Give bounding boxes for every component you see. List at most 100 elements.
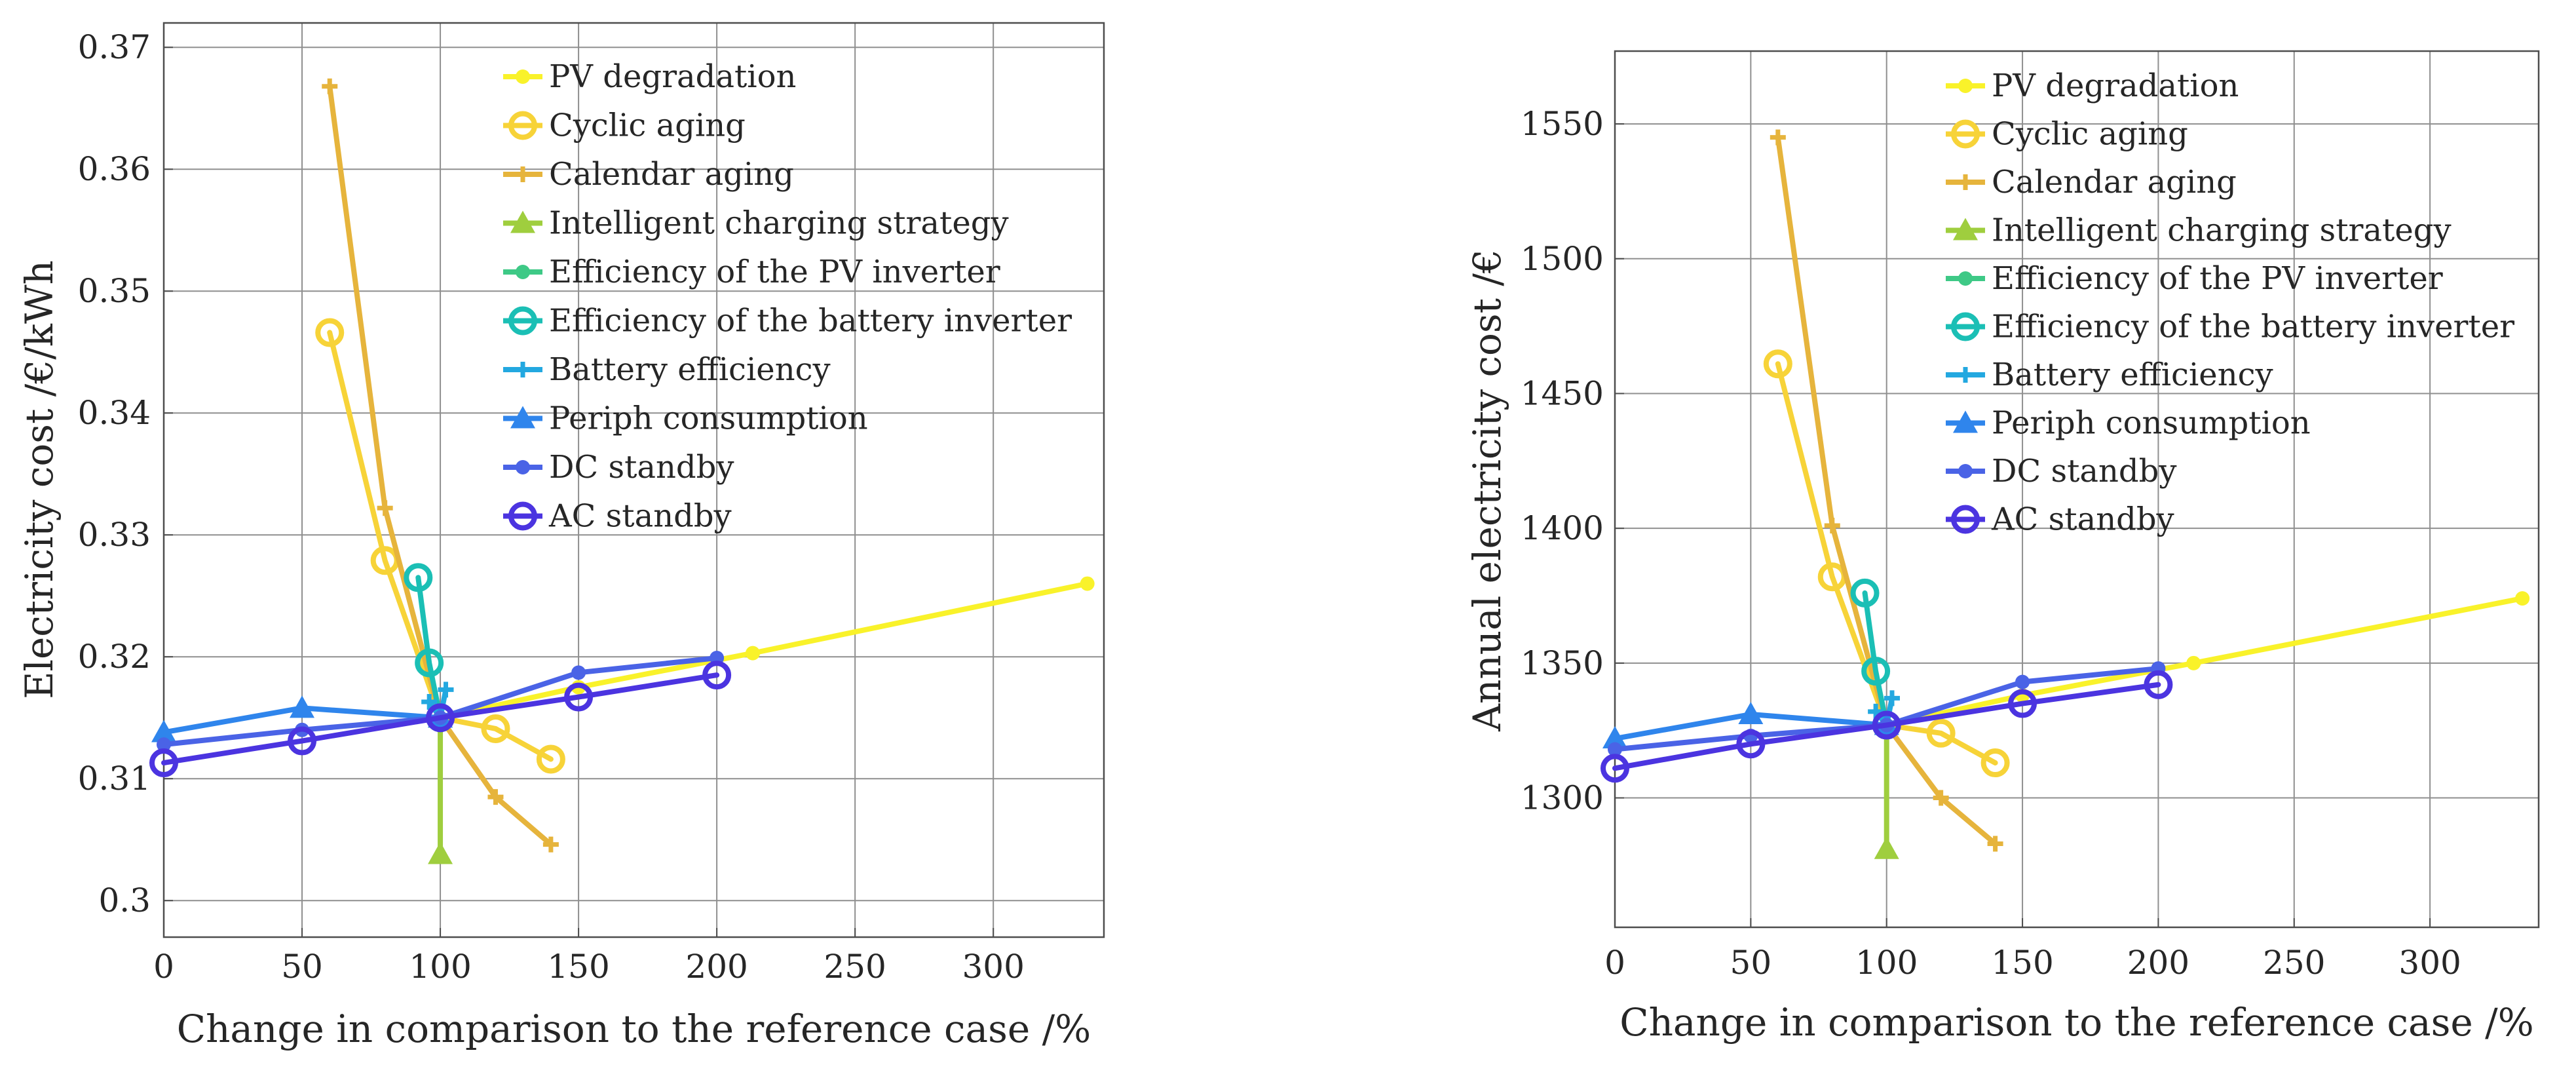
data-point bbox=[702, 661, 732, 690]
x-axis-label: Change in comparison to the reference ca… bbox=[177, 1007, 1091, 1051]
x-tick-label: 0 bbox=[153, 948, 174, 986]
legend-item: DC standby bbox=[1946, 453, 2177, 490]
data-point bbox=[315, 318, 345, 347]
series-group bbox=[1601, 129, 2530, 859]
x-tick-label: 200 bbox=[2127, 944, 2189, 982]
data-point bbox=[421, 694, 438, 710]
right-chart-annual-electricity-cost: 0 50 100 150 200 250 300 1300 1350 1400 1450 1500 15… bbox=[1465, 50, 2540, 1045]
data-point bbox=[481, 714, 510, 743]
legend-item: DC standby bbox=[503, 449, 734, 486]
legend-label: PV degradation bbox=[549, 58, 796, 95]
x-tick-label: 150 bbox=[1991, 944, 2053, 982]
series-line bbox=[1862, 590, 1889, 728]
series-group bbox=[149, 78, 1095, 864]
x-tick-label: 100 bbox=[1855, 944, 1918, 982]
legend-label: Efficiency of the PV inverter bbox=[549, 254, 1000, 290]
legend-item: Intelligent charging strategy bbox=[1946, 212, 2452, 249]
y-tick-label: 1300 bbox=[1521, 779, 1604, 817]
legend-item: Calendar aging bbox=[1946, 164, 2237, 201]
legend-swatch-marker bbox=[1958, 367, 1973, 383]
data-point bbox=[322, 78, 338, 94]
legend-item: Efficiency of the battery inverter bbox=[503, 303, 1072, 339]
y-tick-label: 0.36 bbox=[78, 150, 151, 188]
legend-item: Periph consumption bbox=[503, 400, 868, 437]
legend-item: Cyclic aging bbox=[503, 107, 746, 144]
data-point bbox=[571, 665, 586, 680]
legend-label: Cyclic aging bbox=[1992, 116, 2188, 153]
data-point bbox=[1980, 748, 2010, 778]
legend-label: AC standby bbox=[548, 498, 732, 535]
legend-swatch-marker bbox=[508, 501, 537, 531]
y-tick-label: 0.3 bbox=[98, 881, 151, 919]
data-point bbox=[1926, 718, 1956, 748]
data-point bbox=[1824, 518, 1840, 534]
data-point bbox=[428, 841, 453, 864]
data-point bbox=[1850, 578, 1880, 608]
x-tick-label: 250 bbox=[2263, 944, 2325, 982]
x-tick-label: 100 bbox=[409, 948, 471, 986]
legend-swatch-marker bbox=[1951, 505, 1980, 534]
data-point bbox=[542, 836, 559, 853]
y-tick-label: 0.32 bbox=[78, 638, 151, 676]
y-tick-label: 0.31 bbox=[78, 760, 151, 798]
series-line bbox=[161, 672, 720, 766]
y-tick-label: 1400 bbox=[1521, 509, 1604, 547]
data-point bbox=[536, 744, 565, 774]
legend-label: Efficiency of the battery inverter bbox=[1992, 309, 2514, 345]
data-point bbox=[2144, 670, 2173, 699]
x-tick-label: 150 bbox=[547, 948, 609, 986]
legend-item: PV degradation bbox=[503, 58, 796, 95]
legend-label: Efficiency of the battery inverter bbox=[549, 303, 1072, 339]
x-tick-label: 0 bbox=[1604, 944, 1625, 982]
legend-swatch-marker bbox=[510, 210, 535, 233]
data-point bbox=[2515, 591, 2530, 606]
legend-item: Cyclic aging bbox=[1946, 116, 2188, 153]
left-chart-electricity-cost-per-kwh: 0 50 100 150 200 250 300 0.3 0.31 0.32 0.33 0.34 0.3… bbox=[17, 22, 1105, 1051]
y-tick-label: 0.33 bbox=[78, 516, 151, 554]
data-point bbox=[1770, 129, 1786, 145]
data-point bbox=[1763, 349, 1792, 379]
legend-label: Intelligent charging strategy bbox=[549, 205, 1009, 242]
legend-item: Intelligent charging strategy bbox=[503, 205, 1009, 242]
data-point bbox=[288, 726, 317, 756]
series-ac-standby bbox=[1601, 670, 2173, 783]
legend-swatch-marker bbox=[516, 460, 530, 474]
legend-label: Calendar aging bbox=[549, 156, 794, 193]
legend-swatch-marker bbox=[1951, 312, 1980, 341]
legend-item: Battery efficiency bbox=[503, 351, 831, 388]
x-tick-label: 200 bbox=[685, 948, 748, 986]
series-line bbox=[1612, 682, 2161, 771]
data-point bbox=[1933, 790, 1949, 806]
data-point bbox=[1080, 576, 1095, 591]
series-periph-consumption bbox=[1602, 702, 1899, 749]
data-point bbox=[1861, 657, 1891, 686]
legend-swatch-marker bbox=[1958, 464, 1973, 478]
legend-label: Periph consumption bbox=[1992, 405, 2311, 442]
y-tick-label: 0.37 bbox=[78, 28, 151, 66]
legend-swatch-marker bbox=[510, 406, 535, 429]
legend-label: AC standby bbox=[1991, 501, 2174, 538]
legend-label: DC standby bbox=[549, 449, 734, 486]
series-line bbox=[438, 581, 1090, 721]
y-tick-label: 1450 bbox=[1521, 374, 1604, 412]
y-axis-label: Electricity cost /€/kWh bbox=[17, 260, 62, 699]
legend-swatch-marker bbox=[515, 166, 531, 182]
ticks: 0 50 100 150 200 250 300 1300 1350 1400 1450 1500 15… bbox=[1521, 105, 2461, 982]
legend-label: PV degradation bbox=[1992, 68, 2239, 104]
x-tick-label: 50 bbox=[281, 948, 323, 986]
y-tick-label: 0.35 bbox=[78, 272, 151, 310]
data-point bbox=[1601, 754, 1629, 783]
x-axis-label: Change in comparison to the reference ca… bbox=[1619, 1000, 2534, 1045]
data-point bbox=[1884, 690, 1900, 706]
data-point bbox=[157, 737, 171, 752]
data-point bbox=[1874, 836, 1899, 859]
legend-swatch-marker bbox=[508, 306, 537, 336]
ticks: 0 50 100 150 200 250 300 0.3 0.31 0.32 0.33 0.34 0.3… bbox=[78, 28, 1025, 986]
y-tick-label: 1550 bbox=[1521, 105, 1604, 143]
plot-frame bbox=[1614, 50, 2540, 929]
gridlines bbox=[163, 23, 1104, 937]
data-point bbox=[1987, 836, 2003, 852]
legend-item: AC standby bbox=[503, 498, 732, 535]
legend-label: Periph consumption bbox=[549, 400, 868, 437]
data-point bbox=[426, 703, 455, 733]
